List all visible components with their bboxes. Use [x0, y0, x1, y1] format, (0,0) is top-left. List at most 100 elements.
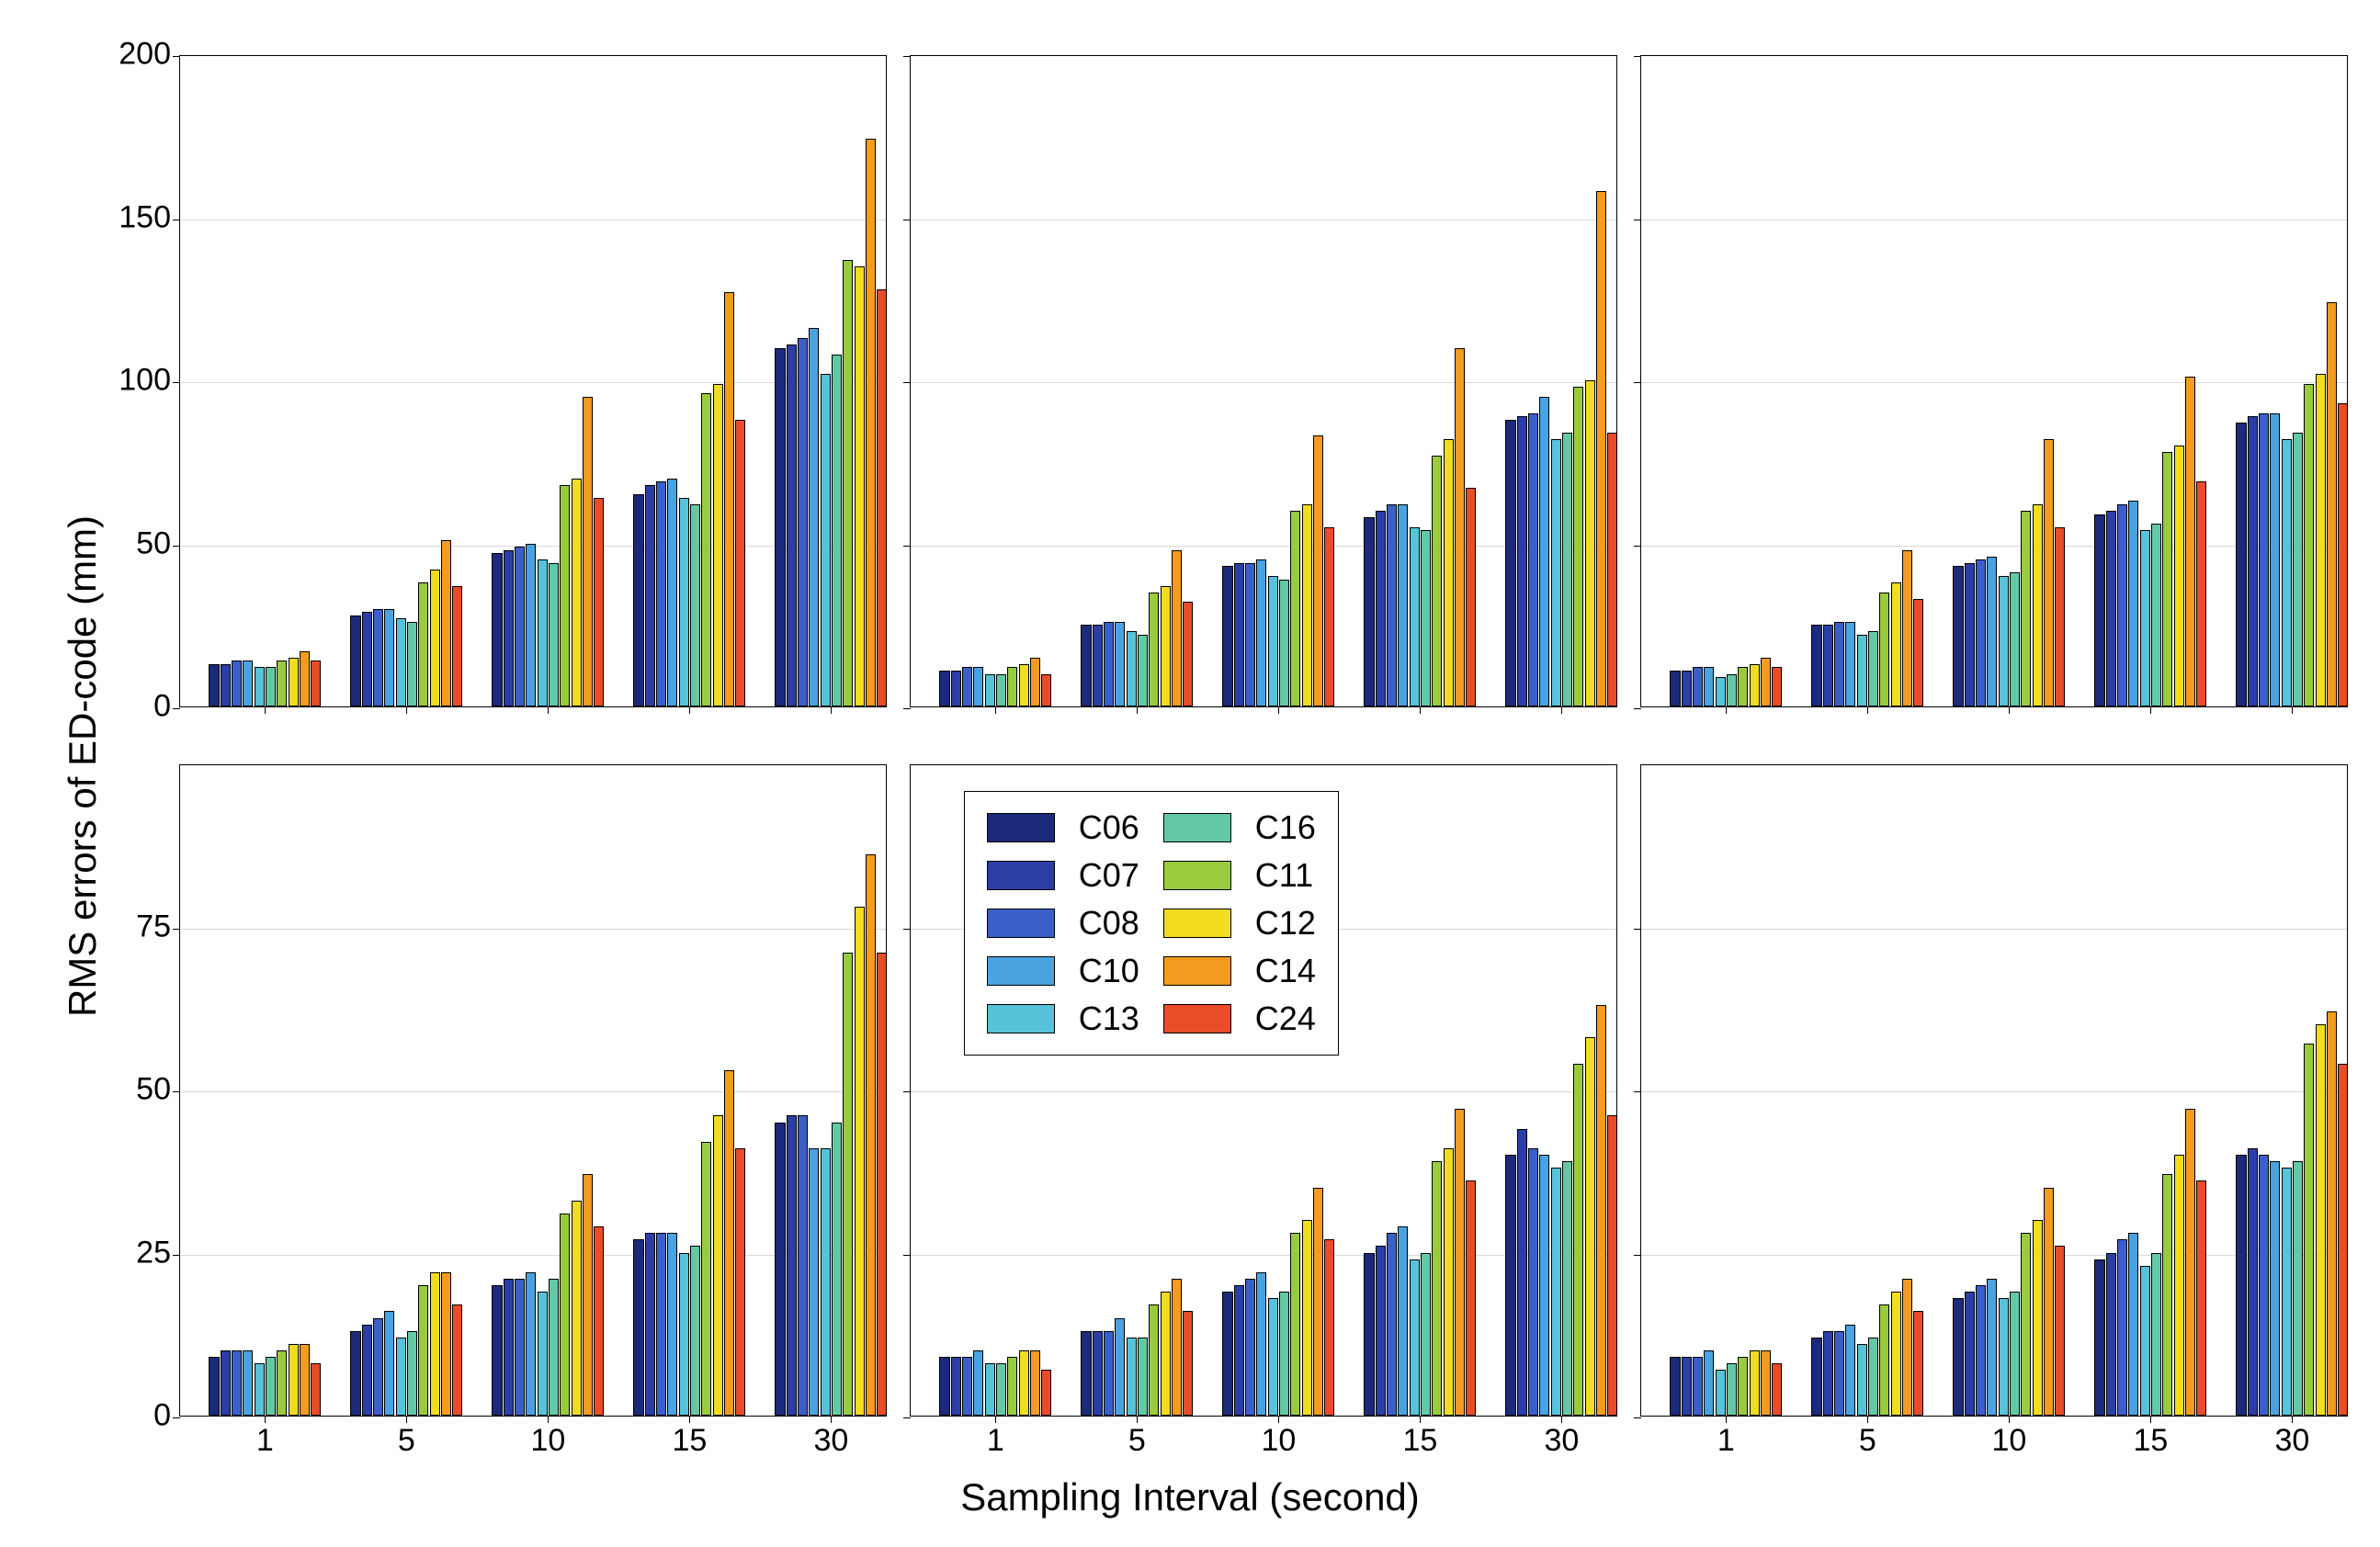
- bar-C11: [1007, 1357, 1017, 1416]
- bar-C06: [492, 553, 502, 706]
- bar-C07: [1093, 625, 1103, 706]
- legend-label-C06: C06: [1079, 808, 1139, 847]
- bar-C06: [1364, 1253, 1374, 1417]
- bar-C14: [1761, 1350, 1771, 1416]
- ytick-label: 75: [136, 909, 171, 944]
- bar-C07: [1093, 1331, 1103, 1416]
- bar-C16: [2293, 433, 2303, 706]
- bar-C14: [2044, 1188, 2054, 1417]
- bar-C13: [679, 1253, 689, 1417]
- bar-C07: [2248, 1148, 2258, 1416]
- bar-C16: [266, 667, 276, 706]
- gridline: [1641, 1091, 2347, 1092]
- bar-C16: [690, 504, 700, 706]
- bar-C11: [1573, 387, 1583, 706]
- bar-C06: [1081, 625, 1091, 706]
- bar-C08: [962, 667, 972, 706]
- bar-C07: [362, 612, 372, 706]
- ytick-mark: [173, 56, 180, 57]
- bar-C07: [221, 664, 231, 706]
- bar-C11: [2162, 452, 2172, 706]
- xtick-mark: [995, 1416, 996, 1423]
- bar-C13: [985, 674, 995, 707]
- bar-C13: [1716, 1370, 1726, 1416]
- bar-C16: [1138, 635, 1148, 706]
- bar-C10: [1256, 559, 1266, 706]
- bar-C14: [300, 651, 310, 706]
- ytick-mark: [903, 708, 911, 709]
- bar-C14: [1596, 191, 1606, 706]
- bar-C06: [209, 1357, 219, 1416]
- legend: C06C16C07C11C08C12C10C14C13C24: [964, 791, 1339, 1056]
- bar-C12: [289, 658, 299, 706]
- bar-C06: [1505, 1155, 1515, 1416]
- bar-C12: [855, 907, 865, 1416]
- bar-C07: [1517, 1129, 1527, 1416]
- legend-swatch-C06: [987, 813, 1055, 842]
- xtick-mark: [2009, 706, 2010, 714]
- bar-C11: [843, 260, 853, 706]
- bar-C14: [1761, 658, 1771, 706]
- bar-C07: [1682, 671, 1692, 706]
- xtick-label: 15: [672, 1423, 707, 1459]
- bar-C07: [645, 1233, 655, 1416]
- bar-C14: [441, 540, 451, 706]
- bar-C13: [1410, 1259, 1420, 1416]
- bar-C11: [1879, 1304, 1889, 1416]
- bar-C13: [396, 1338, 406, 1416]
- bar-C08: [1387, 504, 1397, 706]
- bar-C06: [350, 1331, 360, 1416]
- bar-C07: [787, 344, 797, 706]
- bar-C06: [1670, 1357, 1680, 1416]
- bar-C08: [1245, 1279, 1255, 1416]
- ytick-mark: [1634, 56, 1641, 57]
- panel-r0-c0: 050100150200: [179, 55, 887, 707]
- bar-C08: [1834, 622, 1844, 706]
- bar-C24: [2055, 1246, 2065, 1416]
- xtick-mark: [1726, 1416, 1727, 1423]
- panel-r1-c2: 15101530: [1640, 764, 2348, 1417]
- bar-C08: [798, 338, 808, 706]
- bar-C08: [2117, 1239, 2127, 1416]
- xtick-mark: [831, 706, 832, 714]
- bar-C11: [2162, 1174, 2172, 1416]
- bar-C08: [798, 1115, 808, 1416]
- bar-C24: [1607, 433, 1617, 706]
- bar-C16: [1138, 1338, 1148, 1416]
- bar-C10: [1987, 1279, 1997, 1416]
- bar-C06: [1953, 566, 1963, 706]
- bar-C24: [2055, 527, 2065, 706]
- bar-C08: [656, 1233, 666, 1416]
- bar-C12: [1161, 1292, 1171, 1416]
- xtick-label: 10: [530, 1423, 565, 1459]
- bar-C07: [221, 1350, 231, 1416]
- bar-C06: [350, 615, 360, 706]
- bar-C07: [504, 550, 514, 706]
- bar-C12: [1302, 1220, 1312, 1416]
- legend-label-C12: C12: [1255, 904, 1316, 943]
- xtick-label: 10: [1261, 1423, 1296, 1459]
- bar-C24: [1772, 1363, 1782, 1416]
- bar-C10: [973, 1350, 983, 1416]
- legend-swatch-C11: [1163, 861, 1231, 890]
- bar-C24: [452, 1304, 462, 1416]
- xtick-mark: [1278, 706, 1279, 714]
- bar-C24: [877, 953, 887, 1416]
- bar-C10: [2128, 501, 2138, 706]
- bar-C10: [809, 1148, 819, 1416]
- bar-C24: [1041, 1370, 1051, 1416]
- bar-C08: [1976, 1285, 1986, 1416]
- bar-C24: [735, 420, 745, 706]
- xtick-label: 5: [398, 1423, 415, 1459]
- bar-C12: [430, 1272, 440, 1416]
- bar-C16: [407, 622, 417, 706]
- bar-C24: [2338, 403, 2348, 706]
- x-axis-label: Sampling Interval (second): [0, 1475, 2380, 1519]
- bar-C12: [2033, 504, 2043, 706]
- bar-C24: [1772, 667, 1782, 706]
- bar-C12: [1585, 1037, 1595, 1416]
- bar-C10: [384, 1311, 394, 1416]
- bar-C13: [1999, 1298, 2009, 1416]
- bar-C11: [2021, 1233, 2031, 1416]
- xtick-mark: [1867, 1416, 1868, 1423]
